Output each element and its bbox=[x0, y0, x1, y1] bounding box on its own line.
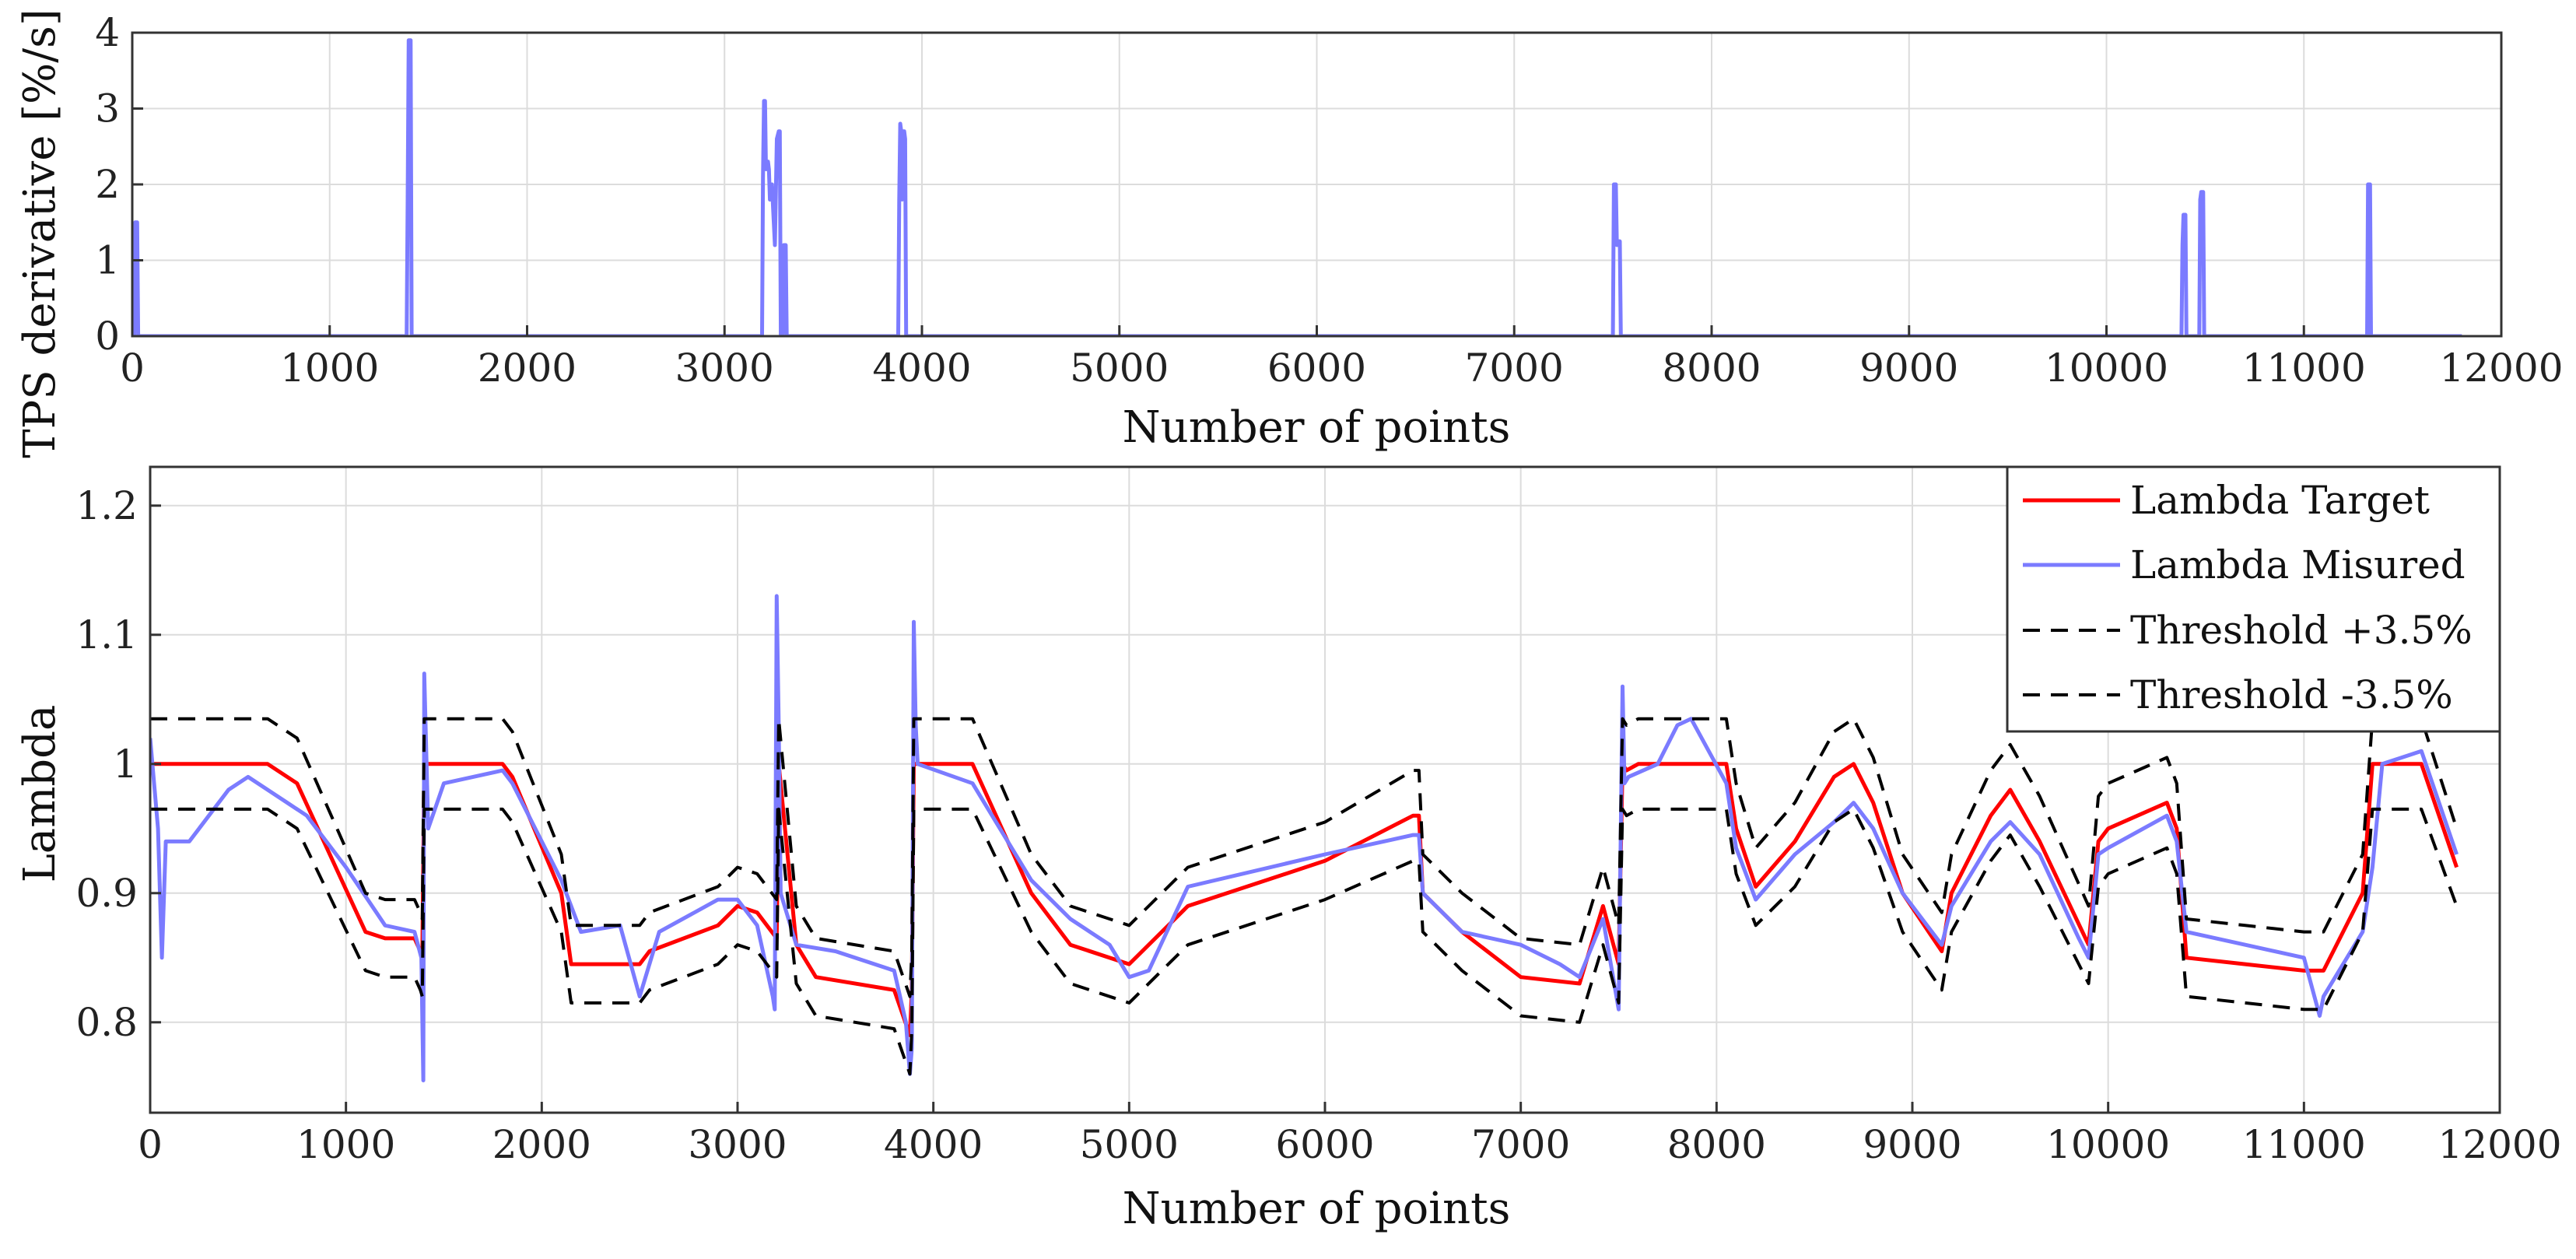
x-tick-label: 0 bbox=[138, 1122, 163, 1167]
x-tick-label: 10000 bbox=[2046, 1122, 2170, 1167]
bottom-y-ticks: 0.8 0.9 1 1.1 1.2 bbox=[75, 483, 161, 1045]
bottom-y-axis-label: Lambda bbox=[15, 705, 65, 883]
x-tick-label: 3000 bbox=[675, 345, 774, 391]
x-tick-label: 5000 bbox=[1080, 1122, 1179, 1167]
y-tick-label: 4 bbox=[95, 10, 120, 55]
x-tick-label: 4000 bbox=[884, 1122, 983, 1167]
x-tick-label: 1000 bbox=[280, 345, 379, 391]
bottom-x-ticks: 0 1000 2000 3000 4000 5000 6000 7000 8000 9000 100… bbox=[138, 1102, 2562, 1167]
y-tick-label: 1.1 bbox=[75, 612, 138, 658]
x-tick-label: 7000 bbox=[1465, 345, 1564, 391]
top-series bbox=[132, 38, 2462, 336]
y-tick-label: 0 bbox=[95, 314, 120, 359]
lambda-plot: 0 1000 2000 3000 4000 5000 6000 7000 8000 9000 100… bbox=[15, 465, 2562, 1234]
top-y-ticks: 0 1 2 3 4 bbox=[95, 10, 143, 359]
x-tick-label: 9000 bbox=[1859, 345, 1958, 391]
x-tick-label: 6000 bbox=[1275, 1122, 1374, 1167]
y-tick-label: 3 bbox=[95, 86, 120, 132]
x-tick-label: 12000 bbox=[2439, 345, 2563, 391]
series-line-threshold-3-5 bbox=[150, 807, 2459, 1076]
x-tick-label: 7000 bbox=[1471, 1122, 1570, 1167]
x-tick-label: 10000 bbox=[2045, 345, 2168, 391]
legend-label-threshold-minus: Threshold -3.5% bbox=[2130, 672, 2453, 717]
y-tick-label: 2 bbox=[95, 162, 120, 207]
top-x-ticks: 0 1000 2000 3000 4000 5000 6000 7000 8000 9000 100… bbox=[120, 325, 2564, 391]
x-tick-label: 1000 bbox=[296, 1122, 395, 1167]
y-tick-label: 0.9 bbox=[75, 871, 138, 916]
bottom-series bbox=[150, 594, 2459, 1082]
x-tick-label: 2000 bbox=[492, 1122, 591, 1167]
y-tick-label: 1 bbox=[113, 742, 138, 787]
x-tick-label: 4000 bbox=[872, 345, 971, 391]
x-tick-label: 11000 bbox=[2242, 1122, 2366, 1167]
top-x-axis-label: Number of points bbox=[1123, 402, 1511, 453]
top-y-axis-label: TPS derivative [%/s] bbox=[15, 9, 65, 458]
x-tick-label: 8000 bbox=[1662, 345, 1761, 391]
x-tick-label: 3000 bbox=[688, 1122, 787, 1167]
x-tick-label: 2000 bbox=[478, 345, 577, 391]
x-tick-label: 0 bbox=[120, 345, 145, 391]
y-tick-label: 0.8 bbox=[75, 1000, 138, 1045]
legend-box bbox=[2006, 465, 2501, 733]
x-tick-label: 5000 bbox=[1070, 345, 1169, 391]
series-line-lambda-misured bbox=[150, 594, 2459, 1082]
x-tick-label: 6000 bbox=[1267, 345, 1366, 391]
x-tick-label: 11000 bbox=[2242, 345, 2366, 391]
legend-label-threshold-plus: Threshold +3.5% bbox=[2130, 608, 2473, 653]
x-tick-label: 9000 bbox=[1863, 1122, 1961, 1167]
legend: Lambda Target Lambda Misured Threshold +… bbox=[2006, 465, 2501, 733]
series-line-lambda-target bbox=[150, 762, 2459, 1037]
y-tick-label: 1.2 bbox=[75, 483, 138, 528]
y-tick-label: 1 bbox=[95, 238, 120, 283]
series-line-threshold-3-5 bbox=[150, 717, 2459, 998]
bottom-x-axis-label: Number of points bbox=[1123, 1184, 1511, 1234]
x-tick-label: 8000 bbox=[1667, 1122, 1766, 1167]
tps-derivative-plot: 0 1000 2000 3000 4000 5000 6000 7000 8000 9000 100… bbox=[15, 9, 2564, 458]
legend-label-misured: Lambda Misured bbox=[2130, 542, 2466, 587]
top-grid bbox=[131, 32, 2502, 337]
x-tick-label: 12000 bbox=[2438, 1122, 2561, 1167]
series-line-tps-derivative bbox=[132, 38, 2462, 336]
legend-label-target: Lambda Target bbox=[2130, 478, 2430, 523]
